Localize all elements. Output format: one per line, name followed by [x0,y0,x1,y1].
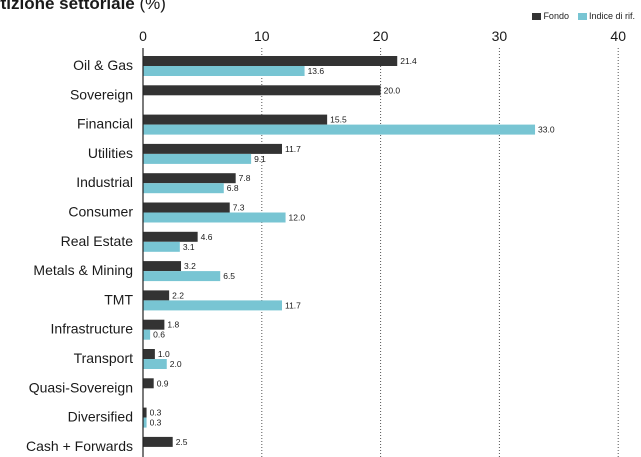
legend-item-fund: Fondo [532,11,569,21]
value-label-benchmark: 6.8 [227,183,239,193]
bar-benchmark [143,300,282,311]
bar-fund [143,436,173,447]
value-label-fund: 2.5 [176,437,188,447]
category-label: Transport [74,350,134,366]
value-label-benchmark: 9.1 [254,154,266,164]
category-label: Financial [77,116,133,132]
x-tick-label: 10 [254,28,270,44]
value-label-fund: 20.0 [384,85,401,95]
x-tick-label: 20 [373,28,389,44]
category-label: Consumer [68,204,133,220]
value-label-benchmark: 33.0 [538,125,555,135]
category-label: Real Estate [61,233,134,249]
legend-label-benchmark: Indice di rif. [588,11,635,21]
bar-fund [143,143,282,154]
value-label-fund: 1.0 [158,349,170,359]
x-tick-label: 30 [492,28,508,44]
bar-fund [143,349,155,359]
value-label-benchmark: 6.5 [223,271,235,281]
value-label-benchmark: 12.0 [289,213,306,223]
category-label: TMT [104,291,133,307]
value-label-fund: 11.7 [285,144,301,154]
bar-benchmark [143,329,151,340]
bar-benchmark [143,241,180,252]
bar-fund [143,56,398,66]
bar-benchmark [143,153,252,164]
bar-fund [143,231,198,242]
chart-title-unit: (%) [134,0,166,13]
value-label-benchmark: 13.6 [308,66,325,76]
category-label: Cash + Forwards [26,438,133,454]
category-label: Oil & Gas [73,57,133,73]
legend-swatch-benchmark [577,12,587,20]
category-label: Metals & Mining [33,262,133,278]
bar-benchmark [143,183,224,194]
value-label-fund: 7.3 [233,203,245,213]
category-label: Utilities [88,145,133,161]
value-label-fund: 21.4 [400,56,417,66]
value-label-fund: 0.3 [150,408,162,418]
value-label-benchmark: 0.3 [150,418,162,428]
value-label-fund: 0.9 [157,378,169,388]
legend: Fondo Indice di rif. [532,11,635,21]
value-label-fund: 4.6 [201,232,213,242]
bar-fund [143,290,170,301]
value-label-fund: 15.5 [330,115,347,125]
value-label-fund: 3.2 [184,261,196,271]
value-label-fund: 2.2 [172,290,184,300]
bar-benchmark [143,124,536,135]
bar-benchmark [143,417,147,428]
value-label-benchmark: 0.6 [153,330,165,340]
bar-fund [143,378,154,389]
bar-fund [143,114,328,125]
category-label: Sovereign [70,86,133,102]
category-label: Industrial [76,174,133,190]
bar-benchmark [143,66,305,76]
bar-benchmark [143,271,221,282]
value-label-benchmark: 2.0 [170,359,182,369]
value-label-fund: 1.8 [167,320,179,330]
value-label-benchmark: 11.7 [285,300,301,310]
category-label: Diversified [68,409,133,425]
bar-fund [143,85,381,96]
legend-swatch-fund [532,12,542,20]
legend-item-benchmark: Indice di rif. [577,11,635,21]
category-label: Infrastructure [51,321,134,337]
value-label-benchmark: 3.1 [183,242,195,252]
chart-title: rtizione settoriale (%) [0,0,166,14]
bar-fund [143,173,236,184]
bar-benchmark [143,359,167,369]
bar-fund [143,407,147,418]
bar-fund [143,319,165,330]
bar-fund [143,202,230,213]
category-label: Quasi-Sovereign [29,379,133,395]
x-tick-label: 40 [610,28,626,44]
value-label-fund: 7.8 [239,173,251,183]
chart-title-main: rtizione settoriale [0,0,135,13]
bar-benchmark [143,212,286,223]
bar-fund [143,261,182,272]
x-tick-label: 0 [139,28,147,44]
legend-label-fund: Fondo [543,11,569,21]
